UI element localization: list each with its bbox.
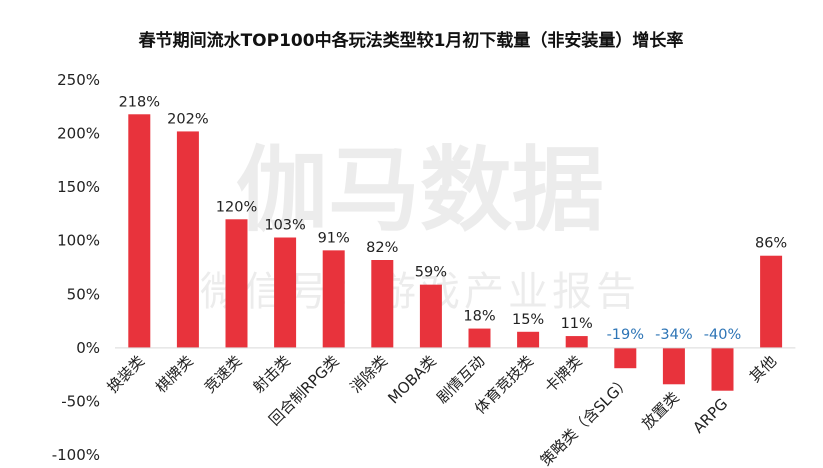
- data-label: 120%: [216, 199, 257, 215]
- data-label: 11%: [561, 316, 593, 332]
- watermark-sub: 微信号：游戏产业报告: [200, 269, 640, 315]
- bar: [614, 347, 637, 369]
- watermark-main: 伽马数据: [236, 137, 604, 244]
- x-tick-label: 棋牌类: [152, 352, 197, 397]
- data-label: 91%: [318, 230, 350, 246]
- x-tick-label: 其他: [746, 352, 780, 386]
- data-label: 202%: [167, 111, 208, 127]
- y-tick-label: -50%: [61, 392, 100, 410]
- bar: [565, 336, 588, 348]
- data-labels: 218% 202% 120% 103% 91% 82% 59% 18% 15% 11% -19% -3…: [119, 94, 788, 343]
- data-label: -19%: [607, 327, 644, 343]
- data-label: 103%: [264, 218, 305, 234]
- bar: [225, 219, 248, 348]
- chart-title: 春节期间流水TOP100中各玩法类型较1月初下载量（非安装量）增长率: [139, 30, 684, 51]
- x-tick-label: 卡牌类: [541, 352, 586, 397]
- data-label: 218%: [119, 94, 160, 110]
- y-axis: 250% 200% 150% 100% 50% 0% -50% -100%: [52, 71, 100, 464]
- y-tick-label: 50%: [67, 285, 100, 303]
- data-label: 59%: [415, 265, 447, 281]
- bar: [371, 260, 394, 348]
- bar: [128, 114, 151, 348]
- x-tick-label: 放置类: [638, 388, 683, 433]
- y-tick-label: 0%: [76, 339, 100, 357]
- y-tick-label: 150%: [57, 178, 100, 196]
- bars: [128, 114, 783, 391]
- y-tick-label: 200%: [57, 125, 100, 143]
- x-tick-label: 消除类: [347, 352, 392, 397]
- bar: [760, 255, 783, 348]
- data-label: -34%: [655, 327, 692, 343]
- data-label: 15%: [512, 312, 544, 328]
- bar: [176, 131, 199, 348]
- x-tick-label: 射击类: [249, 352, 294, 397]
- y-tick-label: 250%: [57, 71, 100, 89]
- bar: [419, 284, 442, 348]
- x-tick-label: 竞速类: [201, 352, 246, 397]
- data-label: 18%: [463, 309, 495, 325]
- bar: [322, 250, 345, 348]
- x-tick-label: ARPG: [689, 395, 731, 437]
- bar: [517, 331, 540, 348]
- data-label: -40%: [704, 327, 741, 343]
- y-tick-label: -100%: [52, 446, 100, 464]
- x-tick-label: MOBA类: [384, 352, 439, 407]
- bar: [468, 328, 491, 348]
- data-label: 86%: [755, 236, 787, 252]
- bar: [274, 237, 297, 348]
- y-tick-label: 100%: [57, 232, 100, 250]
- bar: [662, 347, 685, 385]
- x-tick-label: 换装类: [104, 352, 149, 397]
- data-label: 82%: [366, 240, 398, 256]
- bar: [711, 347, 734, 391]
